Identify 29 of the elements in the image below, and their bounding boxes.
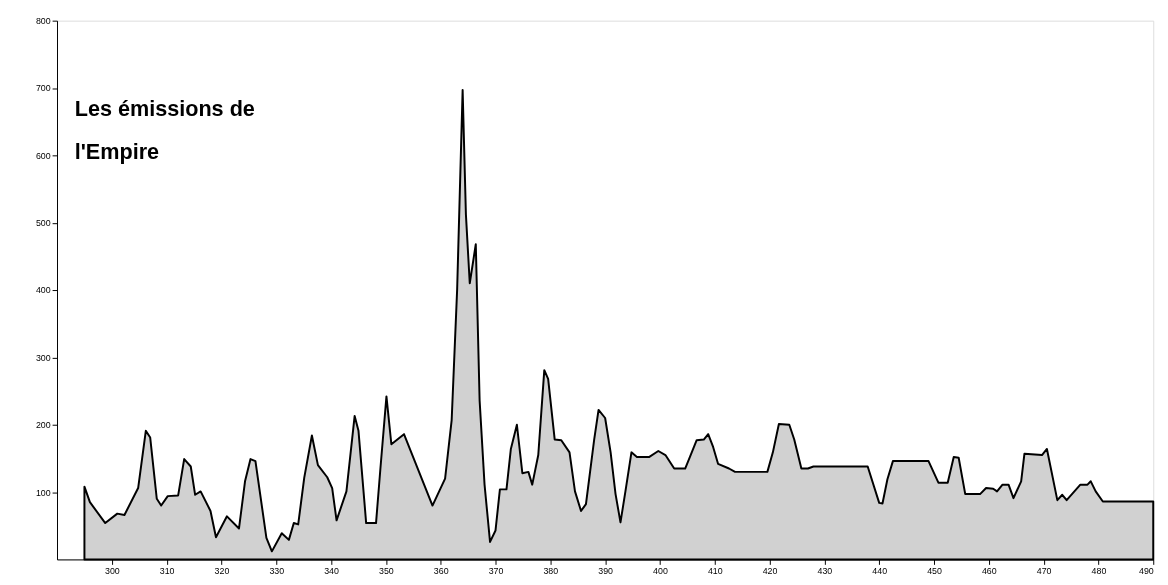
x-tick-label: 460 (981, 565, 997, 576)
y-tick-label: 300 (35, 352, 51, 363)
y-tick-label: 100 (35, 487, 51, 498)
x-tick-label: 480 (1091, 565, 1107, 576)
y-tick-label: 500 (35, 218, 51, 229)
x-tick-label: 430 (817, 565, 833, 576)
y-tick-label: 700 (35, 83, 51, 94)
text: Les émissions de l'Empire (74, 96, 255, 165)
y-tick-label: 600 (35, 150, 51, 161)
x-tick-label: 330 (269, 565, 285, 576)
x-tick-label: 490 (1139, 565, 1154, 576)
x-tick-label: 350 (379, 565, 394, 576)
x-tick-label: 440 (872, 565, 888, 576)
x-tick-label: 410 (707, 565, 723, 576)
x-tick-label: 380 (543, 565, 559, 576)
x-tick-label: 310 (159, 565, 175, 576)
y-tick-label: 800 (35, 16, 51, 27)
x-tick-label: 300 (104, 565, 120, 576)
x-tick-label: 340 (324, 565, 340, 576)
x-tick-label: 320 (214, 565, 230, 576)
x-tick-label: 390 (598, 565, 614, 576)
y-tick-label: 400 (35, 285, 51, 296)
x-tick-label: 450 (927, 565, 942, 576)
x-tick-label: 370 (488, 565, 504, 576)
x-tick-label: 360 (433, 565, 449, 576)
x-tick-label: 400 (653, 565, 668, 576)
x-tick-label: 420 (762, 565, 778, 576)
y-tick-label: 200 (35, 420, 51, 431)
x-tick-label: 470 (1036, 565, 1052, 576)
